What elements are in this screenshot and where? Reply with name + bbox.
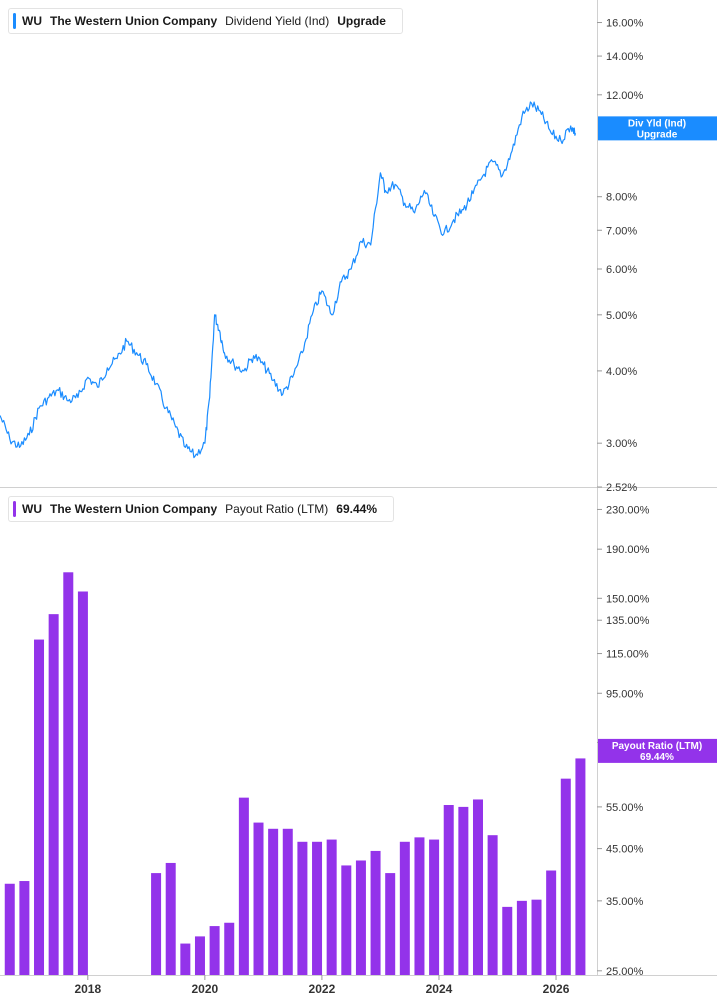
payout-bar <box>385 873 396 975</box>
payout-bar <box>487 835 498 975</box>
payout-y-tick-label: 230.00% <box>606 504 650 516</box>
payout-bar <box>180 943 191 975</box>
payout-bar <box>34 639 45 975</box>
payout-bar <box>429 839 440 975</box>
legend-company: The Western Union Company <box>50 14 218 28</box>
payout-bar <box>151 873 162 975</box>
payout-bar <box>399 841 410 975</box>
tag-line-1: Payout Ratio (LTM) <box>612 741 702 752</box>
legend-company: The Western Union Company <box>50 502 218 516</box>
yield-y-tick-label: 3.00% <box>606 438 637 450</box>
payout-y-tick-label: 115.00% <box>606 649 649 661</box>
payout-bar <box>282 828 293 975</box>
dividend-yield-value-tag <box>598 116 717 141</box>
tag-line-2: Upgrade <box>637 129 678 140</box>
dividend-yield-plot <box>0 101 577 459</box>
x-tick-label: 2026 <box>543 982 570 996</box>
x-tick-label: 2018 <box>74 982 101 996</box>
yield-y-tick-label: 7.00% <box>606 225 637 237</box>
x-tick-label: 2024 <box>426 982 453 996</box>
yield-y-tick-label: 5.00% <box>606 310 637 322</box>
payout-y-tick-label: 95.00% <box>606 688 644 700</box>
payout-ratio-plot <box>4 572 586 975</box>
payout-bar <box>414 837 425 975</box>
payout-bar <box>238 797 249 975</box>
payout-bar <box>77 591 88 975</box>
payout-y-tick-label: 190.00% <box>606 544 650 556</box>
payout-y-tick-label: 55.00% <box>606 802 644 814</box>
payout-bar <box>516 900 527 975</box>
payout-bar <box>355 860 366 975</box>
x-tick-label: 2022 <box>309 982 336 996</box>
payout-ratio-value-tag <box>598 738 717 763</box>
payout-bar <box>575 758 586 975</box>
x-tick-label: 2020 <box>192 982 219 996</box>
payout-bar <box>370 850 381 975</box>
payout-bar <box>531 899 542 975</box>
payout-bar <box>458 806 469 975</box>
tag-line-2: 69.44% <box>640 752 674 763</box>
yield-y-tick-label: 14.00% <box>606 51 644 63</box>
payout-bar <box>19 881 30 975</box>
series-color-swatch <box>13 501 16 517</box>
payout-bar <box>560 778 571 975</box>
payout-bar <box>224 922 235 975</box>
payout-bar <box>341 865 352 975</box>
payout-bar <box>63 572 74 975</box>
payout-bar <box>253 822 264 975</box>
yield-y-tick-label: 16.00% <box>606 18 644 30</box>
payout-bar <box>194 936 205 975</box>
payout-y-tick-label: 25.00% <box>606 966 644 978</box>
payout-bar <box>546 870 557 975</box>
tag-line-1: Div Yld (Ind) <box>628 118 686 129</box>
legend-value: Upgrade <box>337 14 386 28</box>
legend-value: 69.44% <box>336 502 377 516</box>
payout-bar <box>268 828 279 975</box>
dividend-yield-line <box>0 101 577 459</box>
yield-y-tick-label: 8.00% <box>606 192 637 204</box>
legend-ticker: WU <box>22 14 42 28</box>
yield-y-tick-label: 12.00% <box>606 90 644 102</box>
payout-bar <box>297 841 308 975</box>
payout-bar <box>48 614 59 975</box>
payout-y-tick-label: 135.00% <box>606 615 650 627</box>
legend-metric: Payout Ratio (LTM) <box>225 502 329 516</box>
payout-bar <box>4 883 15 975</box>
payout-bar <box>165 862 176 975</box>
series-color-swatch <box>13 13 16 29</box>
legend-ticker: WU <box>22 502 42 516</box>
yield-y-tick-label: 4.00% <box>606 366 637 378</box>
payout-bar <box>312 841 323 975</box>
yield-y-tick-label: 6.00% <box>606 264 637 276</box>
legend-metric: Dividend Yield (Ind) <box>225 14 330 28</box>
payout-bar <box>502 906 513 975</box>
payout-bar <box>326 839 337 975</box>
payout-y-tick-label: 150.00% <box>606 593 650 605</box>
payout-bar <box>443 805 454 975</box>
payout-y-tick-label: 45.00% <box>606 844 644 856</box>
payout-ratio-legend[interactable]: WU The Western Union Company Payout Rati… <box>8 496 394 522</box>
payout-bar <box>209 926 220 975</box>
yield-y-tick-label: 2.52% <box>606 482 637 494</box>
payout-y-tick-label: 35.00% <box>606 896 644 908</box>
dividend-yield-legend[interactable]: WU The Western Union Company Dividend Yi… <box>8 8 403 34</box>
payout-bar <box>472 799 483 975</box>
